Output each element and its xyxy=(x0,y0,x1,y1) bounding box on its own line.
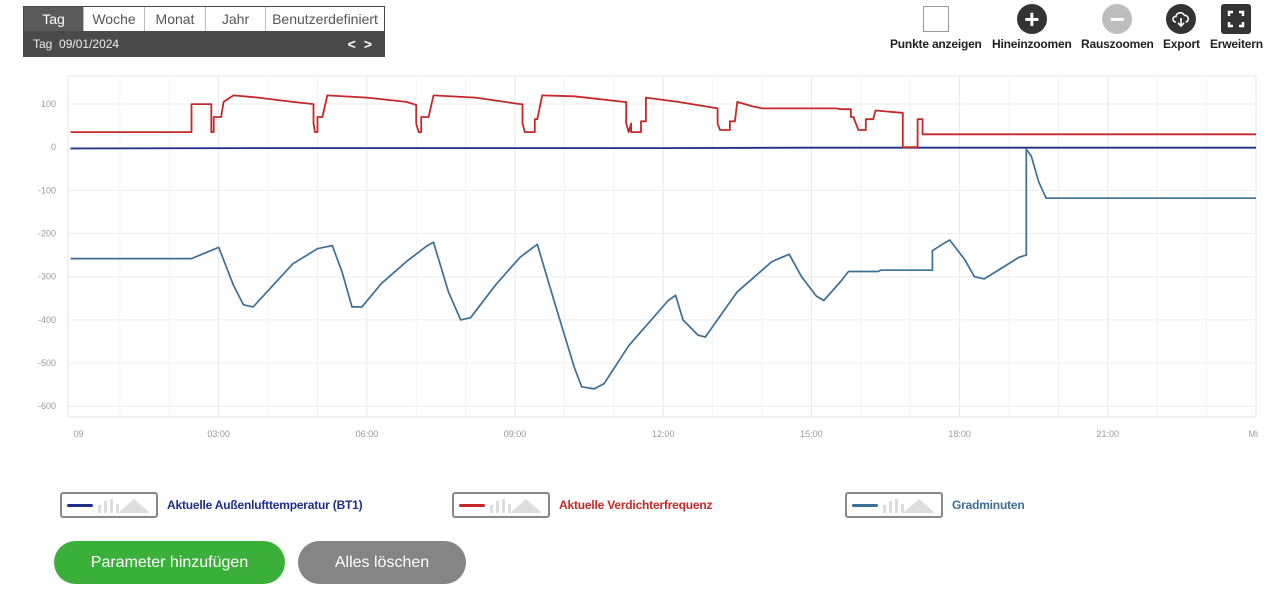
period-current-label: Tag xyxy=(33,36,53,51)
legend-toggle-box[interactable] xyxy=(452,492,550,518)
period-date-row: Tag 09/01/2024 < > xyxy=(24,31,384,56)
x-tick-label: 06:00 xyxy=(356,429,379,439)
prev-period-button[interactable]: < xyxy=(347,35,356,52)
area-chart-icon xyxy=(903,499,935,513)
clear-all-button[interactable]: Alles löschen xyxy=(298,541,466,584)
legend-line-swatch xyxy=(852,504,878,507)
add-parameter-button[interactable]: Parameter hinzufügen xyxy=(54,541,285,584)
expand-label: Erweitern xyxy=(1210,37,1263,51)
zoom-out-button[interactable]: − Rauszoomen xyxy=(1081,4,1154,51)
x-tick-label: 12:00 xyxy=(652,429,675,439)
x-tick-label: 09 xyxy=(73,429,83,439)
series-line-1[interactable] xyxy=(70,94,1257,149)
period-current-date: 09/01/2024 xyxy=(59,36,120,51)
zoom-in-button[interactable]: + Hineinzoomen xyxy=(992,4,1072,51)
show-points-toggle[interactable]: Punkte anzeigen xyxy=(890,4,982,51)
export-label: Export xyxy=(1163,37,1200,51)
legend-line-swatch xyxy=(67,504,93,507)
legend-toggle-box[interactable] xyxy=(845,492,943,518)
plus-circle-icon: + xyxy=(1016,4,1047,34)
x-tick-label: 18:00 xyxy=(948,429,971,439)
export-button[interactable]: Export xyxy=(1163,4,1200,51)
legend-item-compressor-frequency[interactable]: Aktuelle Verdichterfrequenz xyxy=(452,492,713,518)
y-tick-label: -500 xyxy=(38,358,56,368)
legend-label: Aktuelle Verdichterfrequenz xyxy=(559,498,713,512)
period-selector: Tag Woche Monat Jahr Benutzerdefiniert T… xyxy=(23,6,385,57)
y-axis-ticks: 100 0 -100 -200 -300 -400 -500 -600 xyxy=(38,99,56,411)
area-chart-icon xyxy=(118,499,150,513)
series-line-2[interactable] xyxy=(70,148,1257,390)
legend-item-outdoor-temp[interactable]: Aktuelle Außenlufttemperatur (BT1) xyxy=(60,492,363,518)
x-tick-label: 15:00 xyxy=(800,429,823,439)
zoom-out-label: Rauszoomen xyxy=(1081,37,1154,51)
line-chart[interactable]: 100 0 -100 -200 -300 -400 -500 -600 09 03:00 06:0… xyxy=(0,68,1280,458)
y-tick-label: -600 xyxy=(38,401,56,411)
show-points-label: Punkte anzeigen xyxy=(890,37,982,51)
legend-line-swatch xyxy=(459,504,485,507)
y-tick-label: 100 xyxy=(41,99,56,109)
tab-year[interactable]: Jahr xyxy=(206,7,266,31)
cloud-download-icon xyxy=(1166,4,1197,34)
series-line-0[interactable] xyxy=(70,146,1257,150)
x-tick-label: Mi xyxy=(1249,429,1259,439)
y-tick-label: -300 xyxy=(38,272,56,282)
period-tabs: Tag Woche Monat Jahr Benutzerdefiniert xyxy=(24,7,384,31)
period-arrows: < > xyxy=(348,36,372,52)
fullscreen-icon xyxy=(1221,4,1252,34)
x-axis-ticks: 09 03:00 06:00 09:00 12:00 15:00 18:00 21:00 Mi xyxy=(73,429,1258,439)
tab-custom[interactable]: Benutzerdefiniert xyxy=(266,7,384,31)
tab-day[interactable]: Tag xyxy=(24,7,84,31)
minus-circle-icon: − xyxy=(1102,4,1133,34)
y-tick-label: -200 xyxy=(38,229,56,239)
bar-chart-icon xyxy=(490,499,511,513)
area-chart-icon xyxy=(510,499,542,513)
tab-week[interactable]: Woche xyxy=(84,7,145,31)
x-tick-label: 09:00 xyxy=(504,429,527,439)
chart-grid xyxy=(67,75,1257,418)
plot-area xyxy=(67,75,1257,418)
chart-series xyxy=(70,94,1257,390)
y-tick-label: -100 xyxy=(38,185,56,195)
next-period-button[interactable]: > xyxy=(363,35,372,52)
legend-toggle-box[interactable] xyxy=(60,492,158,518)
period-date-info: Tag 09/01/2024 xyxy=(33,37,119,51)
bar-chart-icon xyxy=(98,499,119,513)
x-tick-label: 21:00 xyxy=(1097,429,1120,439)
legend-label: Gradminuten xyxy=(952,498,1025,512)
tab-month[interactable]: Monat xyxy=(145,7,206,31)
x-tick-label: 03:00 xyxy=(207,429,230,439)
y-tick-label: 0 xyxy=(51,142,56,152)
y-tick-label: -400 xyxy=(38,315,56,325)
expand-button[interactable]: Erweitern xyxy=(1210,4,1263,51)
legend-label: Aktuelle Außenlufttemperatur (BT1) xyxy=(167,498,363,512)
bar-chart-icon xyxy=(883,499,904,513)
checkbox-icon[interactable] xyxy=(922,6,949,32)
legend-item-degree-minutes[interactable]: Gradminuten xyxy=(845,492,1025,518)
zoom-in-label: Hineinzoomen xyxy=(992,37,1072,51)
